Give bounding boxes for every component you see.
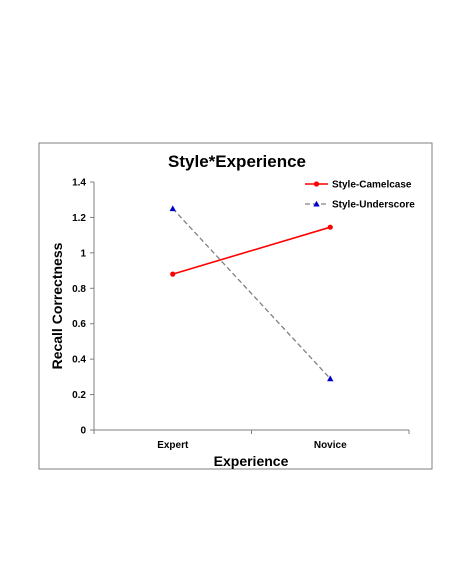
x-tick-label: Novice xyxy=(314,440,347,451)
chart-frame xyxy=(38,142,433,470)
data-point-style-underscore xyxy=(327,375,334,382)
series-layer xyxy=(169,205,334,382)
x-axis-ticks: Expert Novice xyxy=(93,430,410,451)
legend-label-style-camelcase: Style-Camelcase xyxy=(332,180,412,191)
series-line-style-underscore xyxy=(172,208,331,380)
y-tick-label: 0.6 xyxy=(72,319,86,330)
legend-marker-style-underscore xyxy=(313,200,320,207)
chart-title: Style*Experience xyxy=(168,152,306,171)
x-axis-title: Experience xyxy=(214,453,289,469)
data-point-style-underscore xyxy=(169,205,176,212)
y-axis-ticks: 0 0.2 0.4 0.6 0.8 1 1.2 1.4 xyxy=(72,178,94,437)
legend-marker-style-camelcase xyxy=(313,181,320,187)
y-tick-label: 1.4 xyxy=(72,178,86,189)
y-tick-label: 1 xyxy=(80,248,86,259)
data-point-style-camelcase xyxy=(170,271,176,277)
y-tick-label: 0.4 xyxy=(72,355,86,366)
series-line-style-camelcase xyxy=(172,226,331,275)
y-tick-label: 0.8 xyxy=(72,284,86,295)
y-axis-title: Recall Correctness xyxy=(49,242,65,369)
y-tick-label: 1.2 xyxy=(72,213,86,224)
x-tick-label: Expert xyxy=(157,440,189,451)
y-tick-label: 0 xyxy=(80,426,86,437)
y-tick-label: 0.2 xyxy=(72,390,86,401)
data-point-style-camelcase xyxy=(327,224,333,230)
legend-label-style-underscore: Style-Underscore xyxy=(332,200,415,211)
legend: Style-Camelcase Style-Underscore xyxy=(305,180,415,211)
